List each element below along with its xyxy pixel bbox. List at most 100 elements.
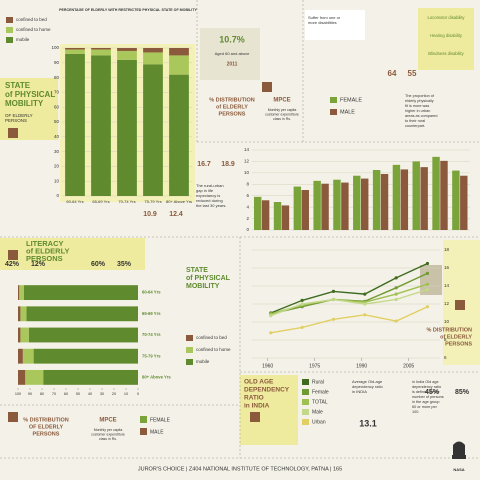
bar-segment bbox=[143, 48, 163, 53]
point bbox=[300, 325, 304, 329]
label: gap in life bbox=[196, 188, 214, 193]
label: reduced during bbox=[196, 198, 223, 203]
label: MPCE bbox=[99, 418, 116, 424]
label: 2011 bbox=[227, 61, 238, 67]
bar-segment bbox=[22, 348, 34, 364]
x-tick-label: 60-64 Yrs bbox=[66, 199, 83, 204]
label: MPCE bbox=[273, 98, 290, 104]
label: fit is more was bbox=[405, 104, 429, 108]
label: PERSONS bbox=[445, 341, 472, 347]
x-tick-label: 60 bbox=[64, 392, 68, 396]
x-tick-label: 80 bbox=[40, 392, 44, 396]
label: Aged 60 and above bbox=[215, 51, 250, 56]
point bbox=[394, 297, 398, 302]
label: % DISTRIBUTION bbox=[426, 327, 472, 333]
bar-segment bbox=[33, 348, 138, 364]
point bbox=[425, 288, 430, 292]
line bbox=[270, 262, 428, 314]
label: PERSONS bbox=[33, 431, 60, 437]
label: DEPENDENCY bbox=[244, 387, 290, 394]
label: Hearing disability bbox=[430, 33, 463, 38]
line bbox=[270, 306, 428, 334]
legend-label: FEMALE bbox=[340, 97, 362, 103]
label: in INDIA bbox=[244, 403, 270, 410]
label: Locomotor disability bbox=[427, 15, 465, 20]
x-tick-label: 2005 bbox=[403, 363, 414, 369]
point bbox=[425, 261, 430, 266]
y-tick-label: 70 bbox=[54, 90, 60, 95]
point bbox=[425, 282, 430, 286]
label: more disabilities bbox=[308, 20, 337, 25]
y-tick-label: 12 bbox=[244, 159, 250, 164]
bar-segment bbox=[169, 55, 189, 75]
label: PERSONS bbox=[219, 111, 246, 117]
x-tick-label: 75-79 Yrs bbox=[144, 199, 161, 204]
point bbox=[269, 314, 273, 318]
category-label: 75-79 Yrs bbox=[142, 353, 161, 358]
category-label: 80+ Above Yrs bbox=[142, 375, 171, 380]
panel-highlight bbox=[240, 375, 298, 445]
label: Monthly per capita bbox=[94, 428, 123, 432]
label: 18.9 bbox=[221, 161, 235, 168]
bar-segment bbox=[91, 55, 111, 197]
point bbox=[425, 271, 430, 275]
label: 55 bbox=[408, 69, 417, 78]
point bbox=[331, 317, 336, 321]
label: 60 or more per bbox=[412, 405, 438, 409]
legend-swatch bbox=[140, 428, 147, 435]
x-tick-label: 0 bbox=[137, 392, 139, 396]
point bbox=[300, 302, 304, 306]
y-tick-label: 10 bbox=[54, 178, 60, 183]
y-tick-label: 14 bbox=[244, 147, 250, 152]
bar-segment bbox=[19, 285, 24, 301]
bar bbox=[333, 179, 341, 230]
label: counterpart. bbox=[405, 124, 425, 128]
label: of PHYSICAL bbox=[186, 275, 231, 282]
bar-segment bbox=[26, 306, 138, 322]
label: MALE bbox=[150, 429, 164, 435]
label: higher in urban bbox=[405, 109, 430, 113]
x-tick-label: 100 bbox=[15, 392, 21, 396]
label: JUROR'S CHOICE | Z404 NATIONAL INSTITUTE… bbox=[138, 466, 342, 472]
y-tick-label: 14 bbox=[444, 283, 450, 288]
y-tick-label: 8 bbox=[246, 181, 249, 186]
panel-highlight bbox=[305, 10, 365, 40]
y-tick-label: 16 bbox=[444, 265, 450, 270]
category-label: 70-74 Yrs bbox=[142, 332, 161, 337]
x-tick-label: 40 bbox=[88, 392, 92, 396]
label: 35% bbox=[117, 261, 132, 268]
label: Average Old-age bbox=[352, 379, 383, 384]
y-tick-label: 40 bbox=[54, 134, 60, 139]
label: of ELDERLY bbox=[216, 104, 248, 110]
x-tick-label: 70-74 Yrs bbox=[118, 199, 135, 204]
legend-swatch bbox=[302, 379, 309, 385]
legend-label: confined to home bbox=[196, 347, 231, 352]
x-tick-label: 20 bbox=[112, 392, 116, 396]
label: dependency ratio bbox=[412, 385, 441, 389]
bar bbox=[432, 156, 440, 230]
label: FEMALE bbox=[150, 417, 171, 423]
y-tick-label: 90 bbox=[54, 60, 60, 65]
label: 85% bbox=[455, 389, 470, 396]
bar-segment bbox=[24, 285, 138, 301]
bar bbox=[460, 175, 468, 230]
label: areas as compared bbox=[405, 114, 438, 118]
label: % DISTRIBUTION bbox=[23, 417, 69, 423]
bar-segment bbox=[117, 50, 137, 60]
label: MOBILITY bbox=[5, 99, 44, 108]
point bbox=[269, 331, 273, 335]
x-tick-label: 1975 bbox=[309, 363, 320, 369]
y-tick-label: 50 bbox=[54, 119, 60, 124]
point bbox=[363, 313, 367, 317]
label: to their rural bbox=[405, 119, 425, 123]
y-tick-label: 4 bbox=[246, 204, 249, 209]
bar bbox=[361, 178, 369, 230]
person-icon bbox=[8, 128, 18, 138]
legend-swatch bbox=[302, 389, 309, 395]
bar bbox=[353, 175, 361, 230]
panel-highlight bbox=[418, 8, 474, 70]
x-tick-label: 80+ Above Yrs bbox=[166, 199, 192, 204]
bar bbox=[261, 200, 270, 230]
point bbox=[300, 298, 304, 302]
y-tick-label: 10 bbox=[444, 319, 450, 324]
